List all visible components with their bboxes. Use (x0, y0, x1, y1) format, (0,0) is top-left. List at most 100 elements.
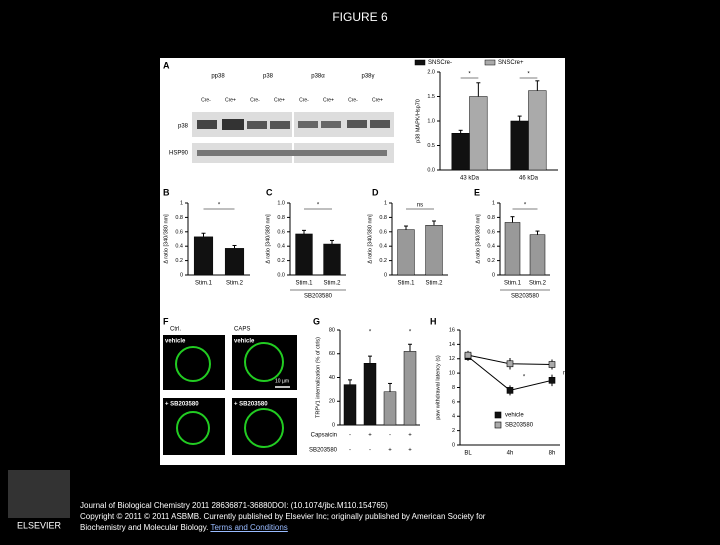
marker (464, 351, 472, 359)
x-tick-label: Stim.2 (425, 281, 443, 287)
scale-bar-label: 10 µm (275, 378, 289, 384)
legend-swatch (414, 59, 426, 66)
y-axis-label: Δ ratio [340/380 nm] (163, 214, 169, 264)
significance-label: * (523, 374, 526, 380)
bar (425, 225, 443, 276)
panel-letter: H (430, 316, 437, 326)
y-tick-label: 0 (180, 272, 183, 278)
y-tick-label: 40 (329, 375, 335, 381)
bar (469, 96, 488, 171)
y-tick-label: 0.5 (427, 143, 435, 149)
y-tick-label: 20 (329, 399, 335, 405)
y-tick-label: 0 (492, 272, 495, 278)
y-tick-label: 0.2 (277, 258, 285, 264)
image-label: vehicle (234, 339, 255, 345)
y-tick-label: 4 (452, 414, 455, 420)
panel-letter: C (266, 187, 273, 197)
bar (343, 384, 357, 426)
micrographs (163, 335, 297, 455)
legend-label: SB203580 (505, 423, 534, 429)
terms-link[interactable]: Terms and Conditions (210, 523, 288, 532)
blot-column: p38γ (361, 74, 374, 80)
marker (506, 387, 514, 394)
row-mark: - (369, 448, 371, 454)
column-label: Ctrl. (170, 327, 181, 333)
marker (548, 361, 556, 368)
bar (383, 391, 397, 426)
row-mark: + (408, 433, 412, 439)
bar (510, 120, 529, 171)
row-mark: + (368, 433, 372, 439)
significance-label: * (468, 72, 471, 78)
x-tick-label: 8h (549, 451, 556, 457)
y-tick-label: 12 (449, 356, 455, 362)
panel-letter: G (313, 316, 320, 326)
panel-letter: F (163, 316, 169, 326)
bar (323, 243, 341, 276)
copyright: Copyright © 2011 © 2011 ASBMB. Currently… (80, 512, 486, 532)
y-tick-label: 0 (384, 272, 387, 278)
significance-label: * (369, 330, 372, 336)
y-tick-label: 1.0 (277, 200, 285, 206)
x-tick-label: Stim.1 (295, 281, 313, 287)
lane-label: Cre+ (372, 97, 383, 103)
column-label: CAPS (234, 327, 250, 333)
row-mark: - (389, 433, 391, 439)
y-tick-label: 1 (180, 200, 183, 206)
lane-label: Cre- (299, 97, 309, 103)
western-blot (192, 112, 394, 163)
citation: Journal of Biological Chemistry 2011 286… (80, 501, 388, 510)
y-tick-label: 0.8 (175, 215, 183, 221)
panel-letter: D (372, 187, 379, 197)
y-tick-label: 16 (449, 327, 455, 333)
panel-letter: B (163, 187, 170, 197)
x-tick-label: BL (464, 451, 472, 457)
y-axis-label: TRPV1 internalization (% of ctrls) (315, 337, 321, 418)
y-tick-label: 80 (329, 327, 335, 333)
y-tick-label: 1.5 (427, 94, 435, 100)
y-tick-label: 1 (492, 200, 495, 206)
row-mark: - (349, 433, 351, 439)
x-tick-label: Stim.2 (226, 281, 244, 287)
y-tick-label: 0.6 (379, 229, 387, 235)
y-tick-label: 0 (332, 422, 335, 428)
sublabel: SB203580 (304, 294, 333, 300)
y-tick-label: 0.8 (277, 215, 285, 221)
image-label: vehicle (165, 339, 186, 345)
significance-label: * (409, 330, 412, 336)
bar (363, 363, 377, 426)
y-tick-label: 2.0 (427, 69, 435, 75)
y-tick-label: 0.6 (175, 229, 183, 235)
lane-label: Cre+ (274, 97, 285, 103)
y-tick-label: 0.2 (175, 258, 183, 264)
panel-letter: A (163, 60, 170, 70)
logo-image (8, 470, 70, 518)
row-mark: + (408, 448, 412, 454)
y-tick-label: 0 (452, 442, 455, 448)
significance-label: * (524, 203, 527, 209)
y-tick-label: 14 (449, 342, 455, 348)
y-axis-label: Δ ratio [340/380 nm] (367, 214, 373, 264)
y-tick-label: 0.8 (487, 215, 495, 221)
y-tick-label: 0.0 (277, 272, 285, 278)
y-tick-label: 1.0 (427, 118, 435, 124)
x-tick-label: Stim.1 (397, 281, 415, 287)
bar (529, 234, 546, 276)
bar (397, 229, 415, 276)
slide-title: FIGURE 6 (332, 10, 388, 24)
x-tick-label: 43 kDa (460, 176, 480, 182)
legend-label: SNSCre+ (498, 60, 524, 66)
y-tick-label: 8 (452, 385, 455, 391)
y-tick-label: 2 (452, 428, 455, 434)
row-mark: + (388, 448, 392, 454)
blot-row: p38 (178, 124, 189, 130)
y-tick-label: 0.0 (427, 167, 435, 173)
y-tick-label: 0.6 (277, 229, 285, 235)
y-tick-label: 0.2 (379, 258, 387, 264)
panel-letter: E (474, 187, 480, 197)
y-axis-label: Δ ratio [340/380 nm] (475, 214, 481, 264)
marker (548, 377, 556, 384)
x-tick-label: 4h (507, 451, 514, 457)
